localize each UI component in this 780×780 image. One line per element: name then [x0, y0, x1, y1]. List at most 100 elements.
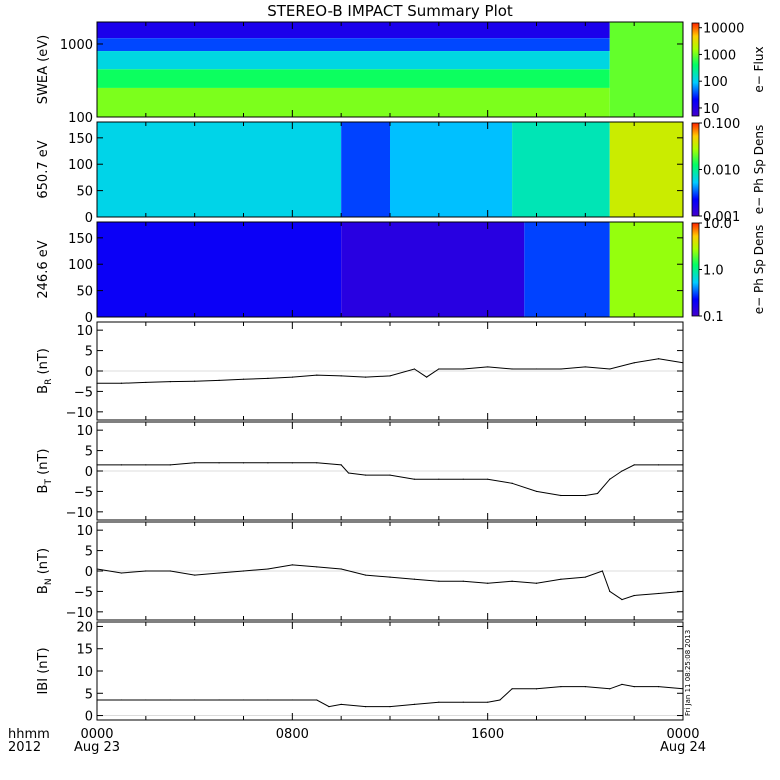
- data-point: [633, 362, 635, 364]
- data-point: [169, 699, 171, 701]
- data-point: [462, 368, 464, 370]
- data-point: [340, 464, 342, 466]
- date-label: Aug 23: [74, 740, 120, 755]
- data-point: [601, 570, 604, 572]
- colorbar-tick-label: 10: [703, 102, 720, 117]
- y-tick-label: 10: [76, 524, 93, 539]
- y-tick-label: 150: [68, 232, 93, 247]
- data-point: [194, 462, 196, 464]
- y-tick-label: 0: [85, 311, 93, 326]
- data-point: [267, 377, 269, 379]
- data-point: [364, 574, 367, 576]
- heatmap-band-0: [97, 22, 610, 39]
- colorbar-label: e− Flux: [752, 46, 766, 92]
- data-point: [316, 699, 318, 701]
- data-point: [120, 699, 123, 701]
- y-tick-label: 10: [76, 424, 93, 439]
- time-tick-label: 0000: [80, 727, 113, 742]
- heatmap-band-4: [97, 87, 610, 117]
- data-point: [584, 366, 586, 368]
- data-point: [389, 706, 391, 708]
- y-axis-label: SWEA (eV): [36, 35, 51, 104]
- data-point: [487, 701, 489, 703]
- colorbar-pad650: [691, 122, 700, 217]
- data-point: [413, 703, 416, 706]
- data-point: [120, 572, 123, 574]
- data-point: [535, 368, 538, 370]
- y-tick-label: 1000: [60, 38, 93, 53]
- data-point: [462, 580, 464, 582]
- data-point: [426, 376, 428, 378]
- data-point: [145, 699, 147, 701]
- data-point: [340, 703, 342, 706]
- data-point: [609, 590, 611, 593]
- data-point: [633, 685, 635, 688]
- heatmap-band-2: [97, 51, 610, 70]
- y-axis-label: BN (nT): [36, 548, 54, 594]
- y-axis-label: IBI (nT): [36, 647, 51, 694]
- y-tick-label: 0: [85, 565, 93, 580]
- data-point: [169, 464, 171, 466]
- y-axis-label: 650.7 eV: [36, 140, 51, 198]
- data-point: [242, 699, 245, 701]
- y-tick-label: −5: [74, 385, 93, 400]
- data-point: [621, 683, 623, 685]
- data-point: [560, 685, 562, 688]
- series-line-br: [97, 358, 684, 384]
- data-point: [462, 478, 464, 480]
- data-point: [145, 381, 147, 384]
- data-point: [291, 699, 293, 701]
- time-tick-label: 1600: [471, 727, 504, 742]
- time-tick-label: 0800: [276, 727, 309, 742]
- time-tick-label: 0000: [666, 727, 699, 742]
- data-point: [621, 470, 623, 472]
- data-point: [535, 490, 538, 493]
- colorbar-tick-label: 10000: [703, 22, 744, 37]
- data-point: [194, 574, 196, 576]
- y-tick-label: −10: [66, 406, 93, 421]
- heatmap-segment-3: [512, 122, 610, 217]
- data-point: [364, 376, 367, 378]
- data-point: [609, 688, 611, 690]
- data-point: [389, 474, 391, 476]
- data-point: [347, 472, 350, 474]
- heatmap-band-5: [609, 22, 683, 117]
- data-point: [609, 368, 611, 370]
- corner-year: 2012: [8, 740, 41, 755]
- data-point: [291, 564, 293, 566]
- data-point: [340, 568, 342, 570]
- y-tick-label: 100: [68, 111, 93, 126]
- heatmap-segment-4: [609, 122, 683, 217]
- y-tick-label: 100: [68, 158, 93, 173]
- y-tick-label: 20: [76, 620, 93, 635]
- y-tick-label: 5: [85, 545, 93, 560]
- panel-frame: [96, 621, 684, 721]
- data-point: [218, 462, 220, 464]
- data-point: [511, 368, 513, 370]
- data-point: [218, 699, 220, 701]
- data-point: [120, 382, 123, 384]
- data-point: [242, 378, 245, 380]
- data-point: [438, 368, 440, 370]
- y-axis-label: 246.6 eV: [36, 240, 51, 298]
- y-axis-label: BR (nT): [36, 348, 54, 394]
- series-line-bn: [96, 564, 684, 601]
- colorbar-tick-label: 0.1: [703, 310, 724, 325]
- y-tick-label: −10: [66, 506, 93, 521]
- data-point: [487, 366, 489, 368]
- y-tick-label: 50: [76, 185, 93, 200]
- panel-pad650: 0.001 0.010 0.100 e− Ph Sp Dens 0 50 100 150 650…: [36, 117, 766, 226]
- colorbar-tick-label: 10.0: [703, 217, 732, 232]
- data-point: [584, 685, 586, 688]
- heatmap-segment-0: [97, 222, 342, 317]
- panel-bn: −10 −5 0 5 10 BN (nT): [36, 521, 684, 621]
- data-point: [438, 478, 440, 480]
- panel-bmag: 0 5 10 15 20 IBI (nT): [36, 620, 684, 725]
- data-point: [657, 685, 660, 688]
- colorbar-tick-label: 0.001: [703, 210, 740, 225]
- data-point: [316, 374, 318, 376]
- data-point: [267, 462, 269, 464]
- colorbar-tick-label: 1000: [703, 48, 736, 63]
